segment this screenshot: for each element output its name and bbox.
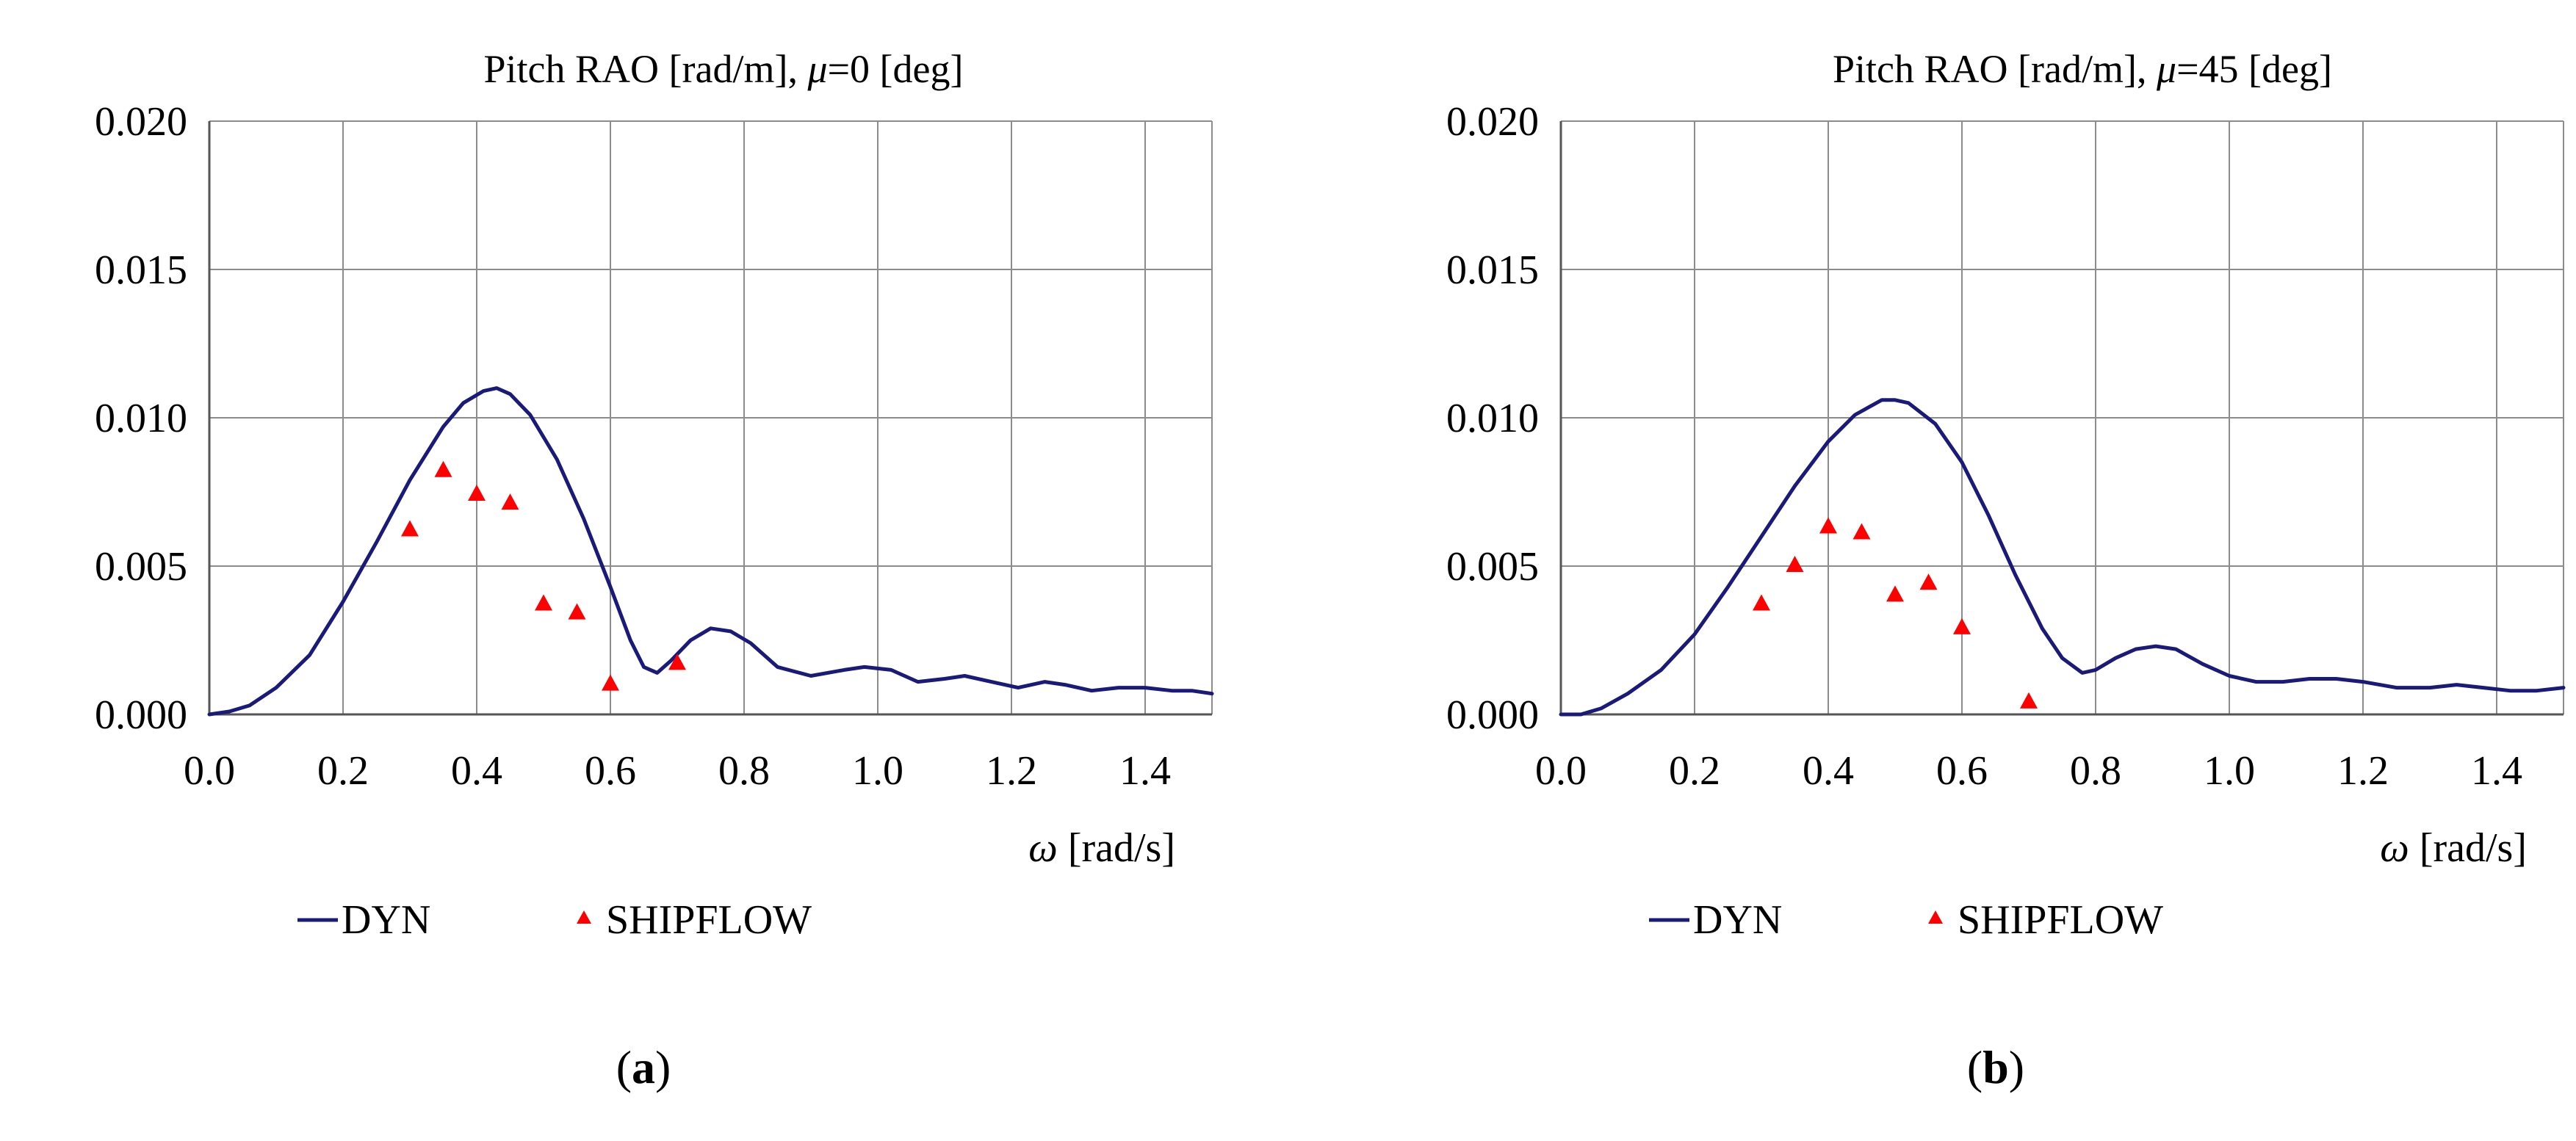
x-tick-label: 1.4 [2471,748,2522,794]
legend-shipflow-swatch [577,910,591,924]
chart-title-prefix: Pitch RAO [rad/m], [1833,47,2157,91]
shipflow-point [1953,617,1971,634]
y-tick-label: 0.020 [1446,99,1539,145]
shipflow-point [1753,594,1770,611]
caption-letter: a [632,1041,655,1093]
x-axis-label-symbol: ω [2380,825,2409,871]
x-tick-label: 0.0 [1535,748,1587,794]
shipflow-point [468,485,486,501]
y-tick-label: 0.015 [95,247,187,293]
shipflow-point [1919,573,1938,590]
x-tick-label: 1.0 [2204,748,2255,794]
y-tick-label: 0.010 [95,396,187,441]
legend-dyn-label: DYN [342,897,430,943]
legend-shipflow-label: SHIPFLOW [606,897,812,943]
chart-title: Pitch RAO [rad/m], μ=45 [deg] [1833,47,2332,91]
shipflow-point [535,594,552,611]
chart-panel-1: 0.0 0.2 0.4 0.6 0.8 1.0 1.2 1.4 0.000 0.005 0.010 0… [95,47,1214,1093]
x-axis-label-symbol: ω [1028,825,1058,871]
x-axis-label: ω [rad/s] [1028,825,1175,871]
x-tick-label: 1.2 [2337,748,2389,794]
legend-dyn-label: DYN [1693,897,1782,943]
caption-open-paren: ( [1967,1041,1982,1093]
x-tick-label: 0.4 [451,748,502,794]
x-tick-label: 0.8 [2070,748,2121,794]
shipflow-point [668,653,686,670]
shipflow-point [1852,523,1871,540]
shipflow-point [568,603,586,620]
y-tick-label: 0.000 [1446,692,1539,738]
shipflow-point [401,520,419,537]
chart-title-suffix: =0 [deg] [828,47,964,91]
dyn-series-line [207,386,1214,717]
x-tick-label: 0.0 [184,748,235,794]
chart-title-prefix: Pitch RAO [rad/m], [484,47,808,91]
x-tick-label: 1.4 [1119,748,1171,794]
caption-close-paren: ) [2009,1041,2024,1093]
caption-letter: b [1982,1041,2009,1093]
y-tick-label: 0.005 [95,544,187,590]
x-tick-label: 0.4 [1803,748,1854,794]
chart-title-suffix: =45 [deg] [2176,47,2332,91]
legend-shipflow-label: SHIPFLOW [1958,897,2163,943]
shipflow-point [1786,556,1804,572]
chart-title-symbol: μ [807,47,827,91]
panel-caption: (a) [616,1041,671,1093]
y-tick-label: 0.000 [95,692,187,738]
shipflow-point [1819,517,1837,534]
x-tick-label: 1.2 [986,748,1037,794]
shipflow-point [1886,585,1904,602]
x-axis-label-unit: [rad/s] [1058,825,1175,871]
legend-shipflow-swatch [1928,910,1943,924]
x-tick-label: 0.8 [718,748,770,794]
shipflow-point [501,493,519,510]
x-tick-label: 0.6 [1936,748,1988,794]
x-tick-label: 0.6 [585,748,636,794]
shipflow-point [2020,692,2038,709]
x-axis-label-unit: [rad/s] [2409,825,2527,871]
caption-close-paren: ) [655,1041,671,1093]
y-tick-label: 0.005 [1446,544,1539,590]
panel-caption: (b) [1967,1041,2024,1093]
shipflow-point [602,674,619,691]
caption-open-paren: ( [616,1041,632,1093]
y-tick-label: 0.020 [95,99,187,145]
x-axis-label: ω [rad/s] [2380,825,2527,871]
y-tick-label: 0.015 [1446,247,1539,293]
chart-title-symbol: μ [2156,47,2176,91]
dyn-series-line [1559,398,2566,717]
chart-panel-2: 0.0 0.2 0.4 0.6 0.8 1.0 1.2 1.4 0.000 0.005 0.010 0… [1446,47,2566,1093]
y-tick-label: 0.010 [1446,396,1539,441]
x-tick-label: 0.2 [317,748,369,794]
shipflow-point [434,460,452,477]
x-tick-label: 1.0 [852,748,903,794]
x-tick-label: 0.2 [1669,748,1720,794]
chart-title: Pitch RAO [rad/m], μ=0 [deg] [484,47,964,91]
